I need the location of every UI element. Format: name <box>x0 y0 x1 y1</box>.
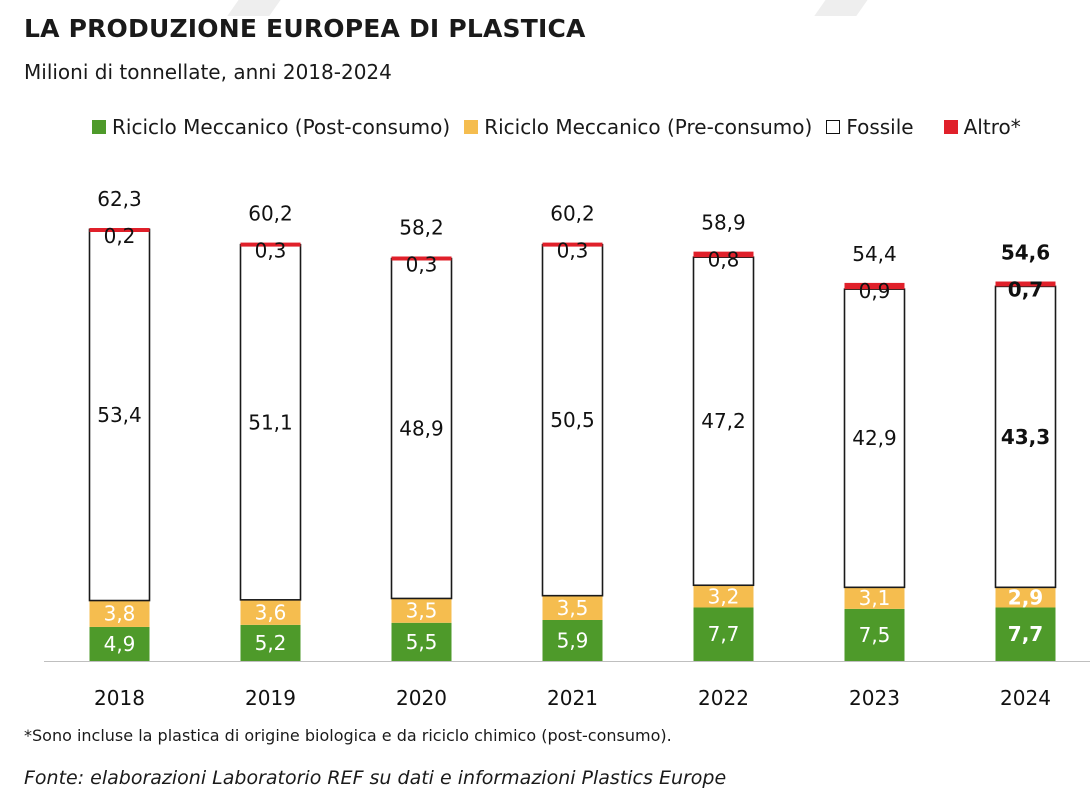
bar-segment-altro <box>693 251 754 258</box>
bar-segment-fossile <box>541 243 604 597</box>
legend-swatch-altro <box>943 120 958 134</box>
total-label: 60,2 <box>248 202 293 226</box>
legend-item-post-consumo: Riciclo Meccanico (Post-consumo) <box>92 115 450 139</box>
legend-label-pre-consumo: Riciclo Meccanico (Pre-consumo) <box>484 115 813 139</box>
bar-segment-fossile <box>239 243 302 601</box>
data-label-fossile: 50,5 <box>550 408 595 432</box>
data-label-post: 4,9 <box>104 632 136 656</box>
data-label-altro: 0,3 <box>557 239 589 263</box>
data-label-fossile: 48,9 <box>399 417 444 441</box>
bar-segment-pre <box>995 587 1056 608</box>
x-tick-label: 2021 <box>547 686 598 710</box>
data-label-fossile: 53,4 <box>97 403 142 427</box>
legend-label-altro: Altro* <box>963 115 1021 139</box>
bar-segment-altro <box>844 282 905 290</box>
data-label-post: 5,5 <box>406 630 438 654</box>
bar-segment-pre <box>693 585 754 608</box>
bar-segment-post <box>693 607 754 661</box>
stacked-bar-chart: 4,9 3,8 53,4 0,2 62,3 2018 5,2 3,6 51,1 0,3 60,2 20… <box>44 187 1090 710</box>
data-label-post: 5,2 <box>255 631 287 655</box>
data-label-pre: 3,8 <box>104 602 136 626</box>
bar-segment-post <box>995 607 1056 661</box>
x-tick-label: 2019 <box>245 686 296 710</box>
bar-segment-fossile <box>994 285 1057 589</box>
bar-segment-altro <box>391 256 452 261</box>
data-label-fossile: 42,9 <box>852 426 897 450</box>
data-label-fossile: 47,2 <box>701 409 746 433</box>
data-label-pre: 3,5 <box>557 596 589 620</box>
bar-segment-pre <box>844 587 905 609</box>
data-label-post: 5,9 <box>557 628 589 652</box>
total-label: 58,9 <box>701 211 746 235</box>
data-label-post: 7,7 <box>708 622 740 646</box>
bar-segment-fossile <box>390 257 453 600</box>
bar-segment-post <box>844 608 905 661</box>
data-label-fossile: 43,3 <box>1001 425 1050 449</box>
chart-subtitle: Milioni di tonnellate, anni 2018-2024 <box>24 60 392 84</box>
bar-segment-altro <box>995 281 1056 287</box>
bar-segment-altro <box>240 242 301 247</box>
total-label: 54,6 <box>1001 241 1050 265</box>
x-tick-label: 2018 <box>94 686 145 710</box>
bar-segment-altro <box>542 242 603 247</box>
bar-segment-fossile <box>88 228 151 602</box>
legend-item-pre-consumo: Riciclo Meccanico (Pre-consumo) <box>464 115 812 139</box>
data-label-pre: 3,2 <box>708 584 740 608</box>
legend-swatch-post-consumo <box>92 120 106 134</box>
source-note: Fonte: elaborazioni Laboratorio REF su d… <box>24 767 727 789</box>
legend-item-altro: Altro* <box>943 115 1021 139</box>
data-label-altro: 0,3 <box>406 252 438 276</box>
legend-label-fossile: Fossile <box>846 115 914 139</box>
legend-item-fossile: Fossile <box>826 115 914 139</box>
legend-label-post-consumo: Riciclo Meccanico (Post-consumo) <box>112 115 451 139</box>
data-label-fossile: 51,1 <box>248 410 293 434</box>
data-label-pre: 3,5 <box>406 599 438 623</box>
chart-title: LA PRODUZIONE EUROPEA DI PLASTICA <box>24 14 586 43</box>
total-label: 62,3 <box>97 187 142 211</box>
data-label-altro: 0,9 <box>859 279 891 303</box>
data-label-post: 7,5 <box>859 623 891 647</box>
bar-segment-post <box>391 622 452 661</box>
data-label-post: 7,7 <box>1008 622 1043 646</box>
legend: Riciclo Meccanico (Post-consumo) Riciclo… <box>92 115 1021 139</box>
data-label-pre: 3,1 <box>859 586 891 610</box>
footnote: *Sono incluse la plastica di origine bio… <box>24 726 672 745</box>
bar-segment-fossile <box>692 256 755 587</box>
legend-swatch-fossile <box>826 120 841 134</box>
x-tick-label: 2023 <box>849 686 900 710</box>
bar-segment-post <box>240 624 301 661</box>
bar-segment-pre <box>240 599 301 625</box>
total-label: 58,2 <box>399 215 444 239</box>
bar-segment-pre <box>391 598 452 623</box>
bar-segment-post <box>542 619 603 661</box>
bar-segment-post <box>89 626 150 661</box>
data-label-altro: 0,2 <box>104 224 136 248</box>
x-tick-label: 2022 <box>698 686 749 710</box>
data-label-altro: 0,8 <box>708 248 740 272</box>
x-tick-label: 2020 <box>396 686 447 710</box>
data-label-pre: 3,6 <box>255 600 287 624</box>
bar-segment-pre <box>542 595 603 620</box>
x-tick-label: 2024 <box>1000 686 1051 710</box>
legend-swatch-pre-consumo <box>464 120 479 134</box>
data-label-altro: 0,7 <box>1008 278 1043 302</box>
bar-segment-pre <box>89 600 150 627</box>
data-label-pre: 2,9 <box>1008 585 1043 609</box>
total-label: 54,4 <box>852 242 897 266</box>
bar-segment-altro <box>89 228 150 232</box>
total-label: 60,2 <box>550 202 595 226</box>
data-label-altro: 0,3 <box>255 239 287 263</box>
